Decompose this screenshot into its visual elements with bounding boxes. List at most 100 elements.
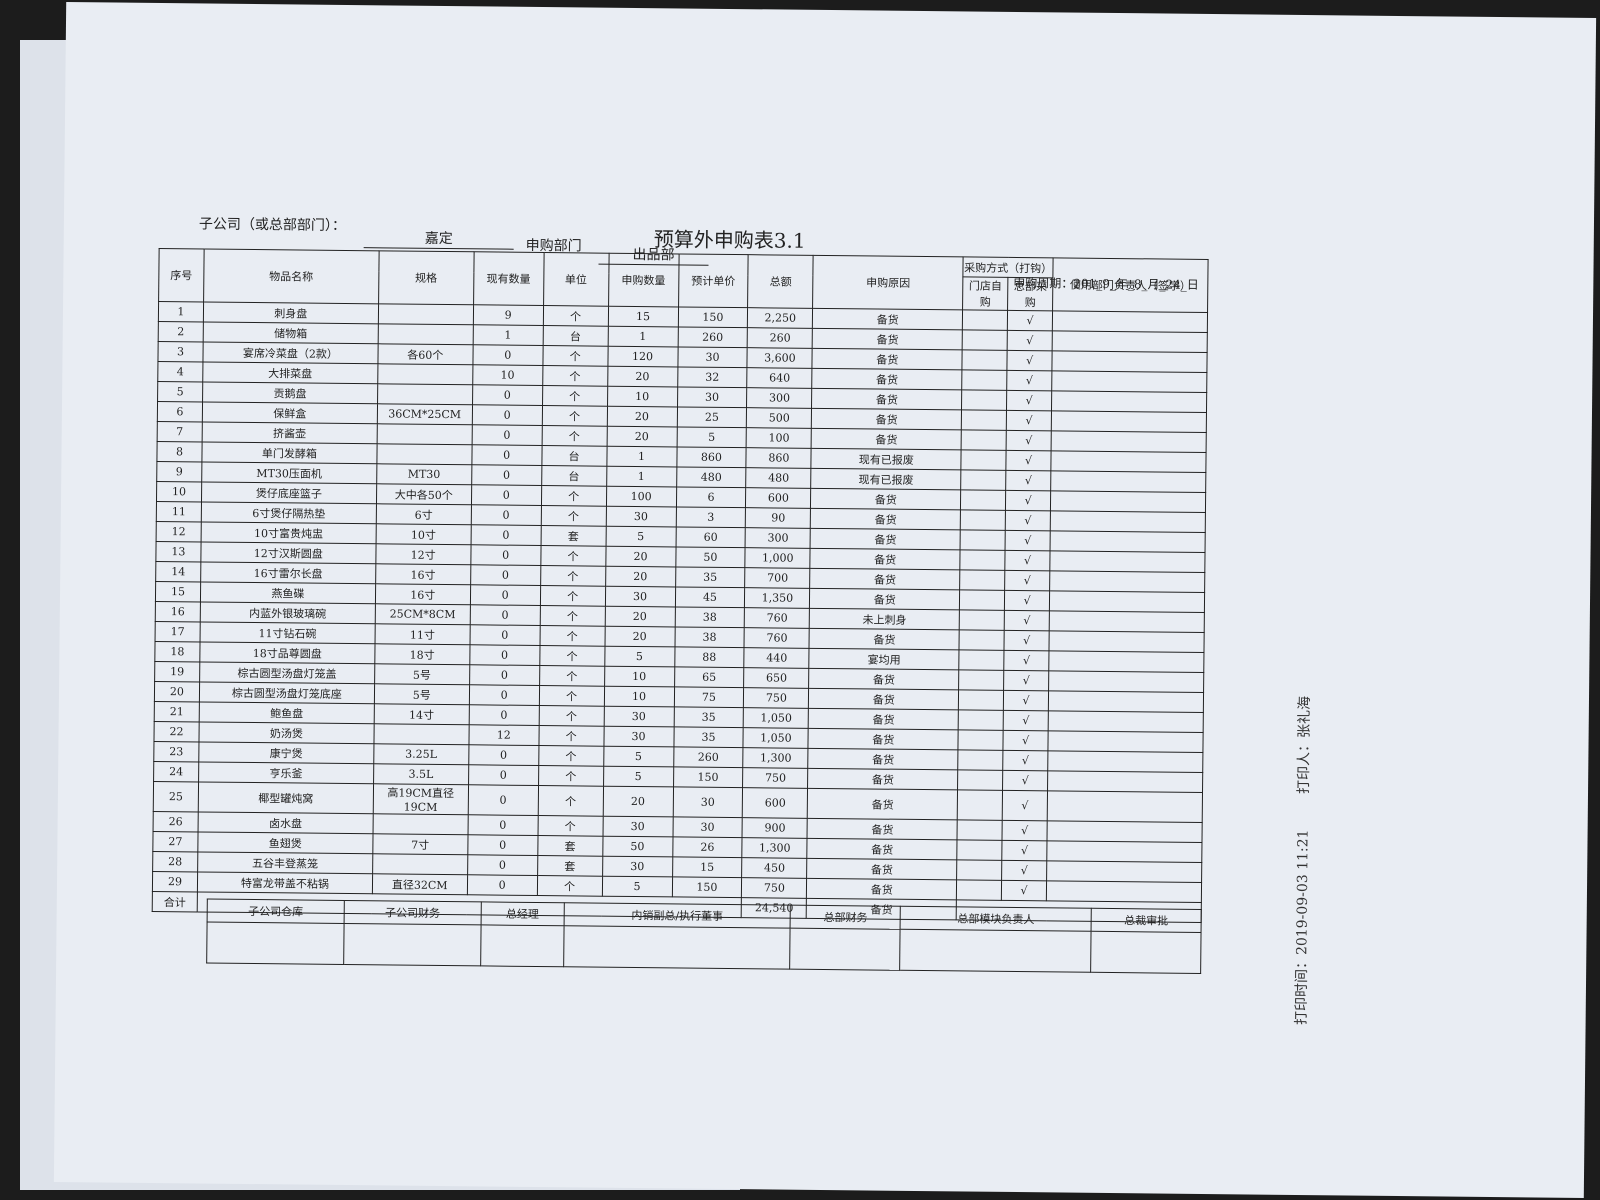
cell-spec xyxy=(377,323,474,345)
cell-signer xyxy=(1050,530,1206,553)
cell-total: 1,000 xyxy=(745,547,811,569)
cell-total: 90 xyxy=(745,507,811,529)
cell-unit: 个 xyxy=(541,485,607,507)
cell-self xyxy=(960,489,1006,511)
cell-unit: 个 xyxy=(539,605,606,627)
cell-price: 75 xyxy=(673,686,744,708)
cell-signer xyxy=(1049,630,1205,653)
cell-have: 0 xyxy=(470,524,541,546)
cell-signer xyxy=(1046,840,1202,863)
cell-price: 150 xyxy=(673,766,744,788)
cell-qty: 30 xyxy=(602,856,673,877)
cell-reason: 备货 xyxy=(811,428,962,450)
cell-spec: 7寸 xyxy=(372,833,468,855)
cell-unit: 套 xyxy=(537,855,603,877)
cell-price: 260 xyxy=(677,326,748,348)
cell-have: 0 xyxy=(467,854,538,876)
cell-name: 大排菜盘 xyxy=(202,361,378,384)
cell-hq: √ xyxy=(1006,450,1052,471)
cell-spec: 11寸 xyxy=(374,623,470,645)
cell-spec: 25CM*8CM xyxy=(374,603,471,625)
column-header: 预计单价 xyxy=(678,253,749,308)
cell-reason: 备货 xyxy=(808,748,959,770)
cell-qty: 50 xyxy=(602,836,673,857)
cell-qty: 5 xyxy=(605,526,676,547)
cell-signer xyxy=(1052,350,1208,373)
cell-total: 1,050 xyxy=(743,707,809,729)
cell-self xyxy=(960,549,1006,571)
column-header: 规格 xyxy=(378,250,474,305)
cell-hq: √ xyxy=(1007,330,1053,351)
cell-name: 挤酱壶 xyxy=(202,421,378,444)
cell-qty: 20 xyxy=(605,566,676,587)
cell-qty: 30 xyxy=(605,586,676,607)
cell-name: MT30压面机 xyxy=(201,461,377,484)
cell-self xyxy=(957,789,1003,821)
cell-reason: 备货 xyxy=(810,528,961,550)
cell-unit: 个 xyxy=(537,785,604,817)
signature-cell xyxy=(900,929,1092,973)
cell-hq: √ xyxy=(1004,610,1050,631)
signature-cell xyxy=(206,922,344,965)
cell-self xyxy=(961,369,1008,391)
signature-cell xyxy=(563,925,791,970)
cell-have: 0 xyxy=(470,544,541,566)
cell-qty: 20 xyxy=(606,406,678,427)
cell-qty: 5 xyxy=(603,766,674,787)
cell-no: 28 xyxy=(152,851,198,872)
cell-qty: 20 xyxy=(604,626,675,647)
cell-self xyxy=(956,859,1002,881)
cell-price: 5 xyxy=(676,426,747,448)
cell-spec: 18寸 xyxy=(374,643,470,665)
cell-unit: 套 xyxy=(537,835,603,857)
cell-reason: 备货 xyxy=(808,728,959,750)
cell-hq: √ xyxy=(1005,510,1051,531)
cell-price: 35 xyxy=(673,706,744,728)
cell-have: 0 xyxy=(469,684,540,706)
cell-self xyxy=(956,839,1003,861)
cell-hq: √ xyxy=(1004,630,1050,651)
cell-unit: 个 xyxy=(539,645,605,667)
cell-total: 760 xyxy=(744,627,810,649)
cell-unit: 个 xyxy=(540,565,606,587)
cell-signer xyxy=(1049,570,1205,593)
cell-reason: 现有已报废 xyxy=(811,448,962,470)
cell-name: 10寸富贵炖盅 xyxy=(201,521,377,544)
cell-qty: 5 xyxy=(604,646,675,667)
cell-total: 440 xyxy=(744,647,810,669)
signature-cell xyxy=(1090,931,1202,974)
cell-name: 卤水盘 xyxy=(197,811,374,834)
cell-have: 0 xyxy=(471,424,542,446)
cell-hq: √ xyxy=(1007,350,1053,371)
cell-reason: 备货 xyxy=(807,788,958,820)
cell-name: 保鲜盒 xyxy=(202,401,378,424)
cell-hq: √ xyxy=(1006,370,1053,391)
cell-self xyxy=(960,529,1006,551)
cell-have: 10 xyxy=(472,364,543,386)
cell-signer xyxy=(1046,880,1202,903)
cell-unit: 个 xyxy=(538,725,604,747)
cell-price: 3 xyxy=(675,506,746,528)
cell-qty: 30 xyxy=(603,706,674,727)
cell-name: 燕鱼碟 xyxy=(200,581,376,604)
cell-self xyxy=(956,879,1002,901)
cell-self xyxy=(959,569,1005,591)
cell-unit: 个 xyxy=(539,685,605,707)
cell-total: 600 xyxy=(742,787,808,819)
cell-name: 五谷丰登蒸笼 xyxy=(197,851,373,874)
cell-no: 1 xyxy=(158,301,204,322)
cell-hq: √ xyxy=(1001,860,1047,881)
cell-reason: 备货 xyxy=(812,308,963,330)
cell-have: 0 xyxy=(471,484,542,506)
cell-qty: 5 xyxy=(603,746,674,767)
cell-price: 32 xyxy=(677,366,748,388)
cell-spec: 直径32CM xyxy=(372,873,468,895)
cell-reason: 备货 xyxy=(808,688,959,710)
cell-spec: 12寸 xyxy=(375,543,471,565)
cell-spec: 16寸 xyxy=(375,563,471,585)
column-header: 采购方式（打钩） xyxy=(963,256,1054,278)
cell-qty: 10 xyxy=(604,666,675,687)
cell-total: 750 xyxy=(743,687,809,709)
cell-self xyxy=(958,709,1004,731)
cell-qty: 30 xyxy=(603,726,674,747)
